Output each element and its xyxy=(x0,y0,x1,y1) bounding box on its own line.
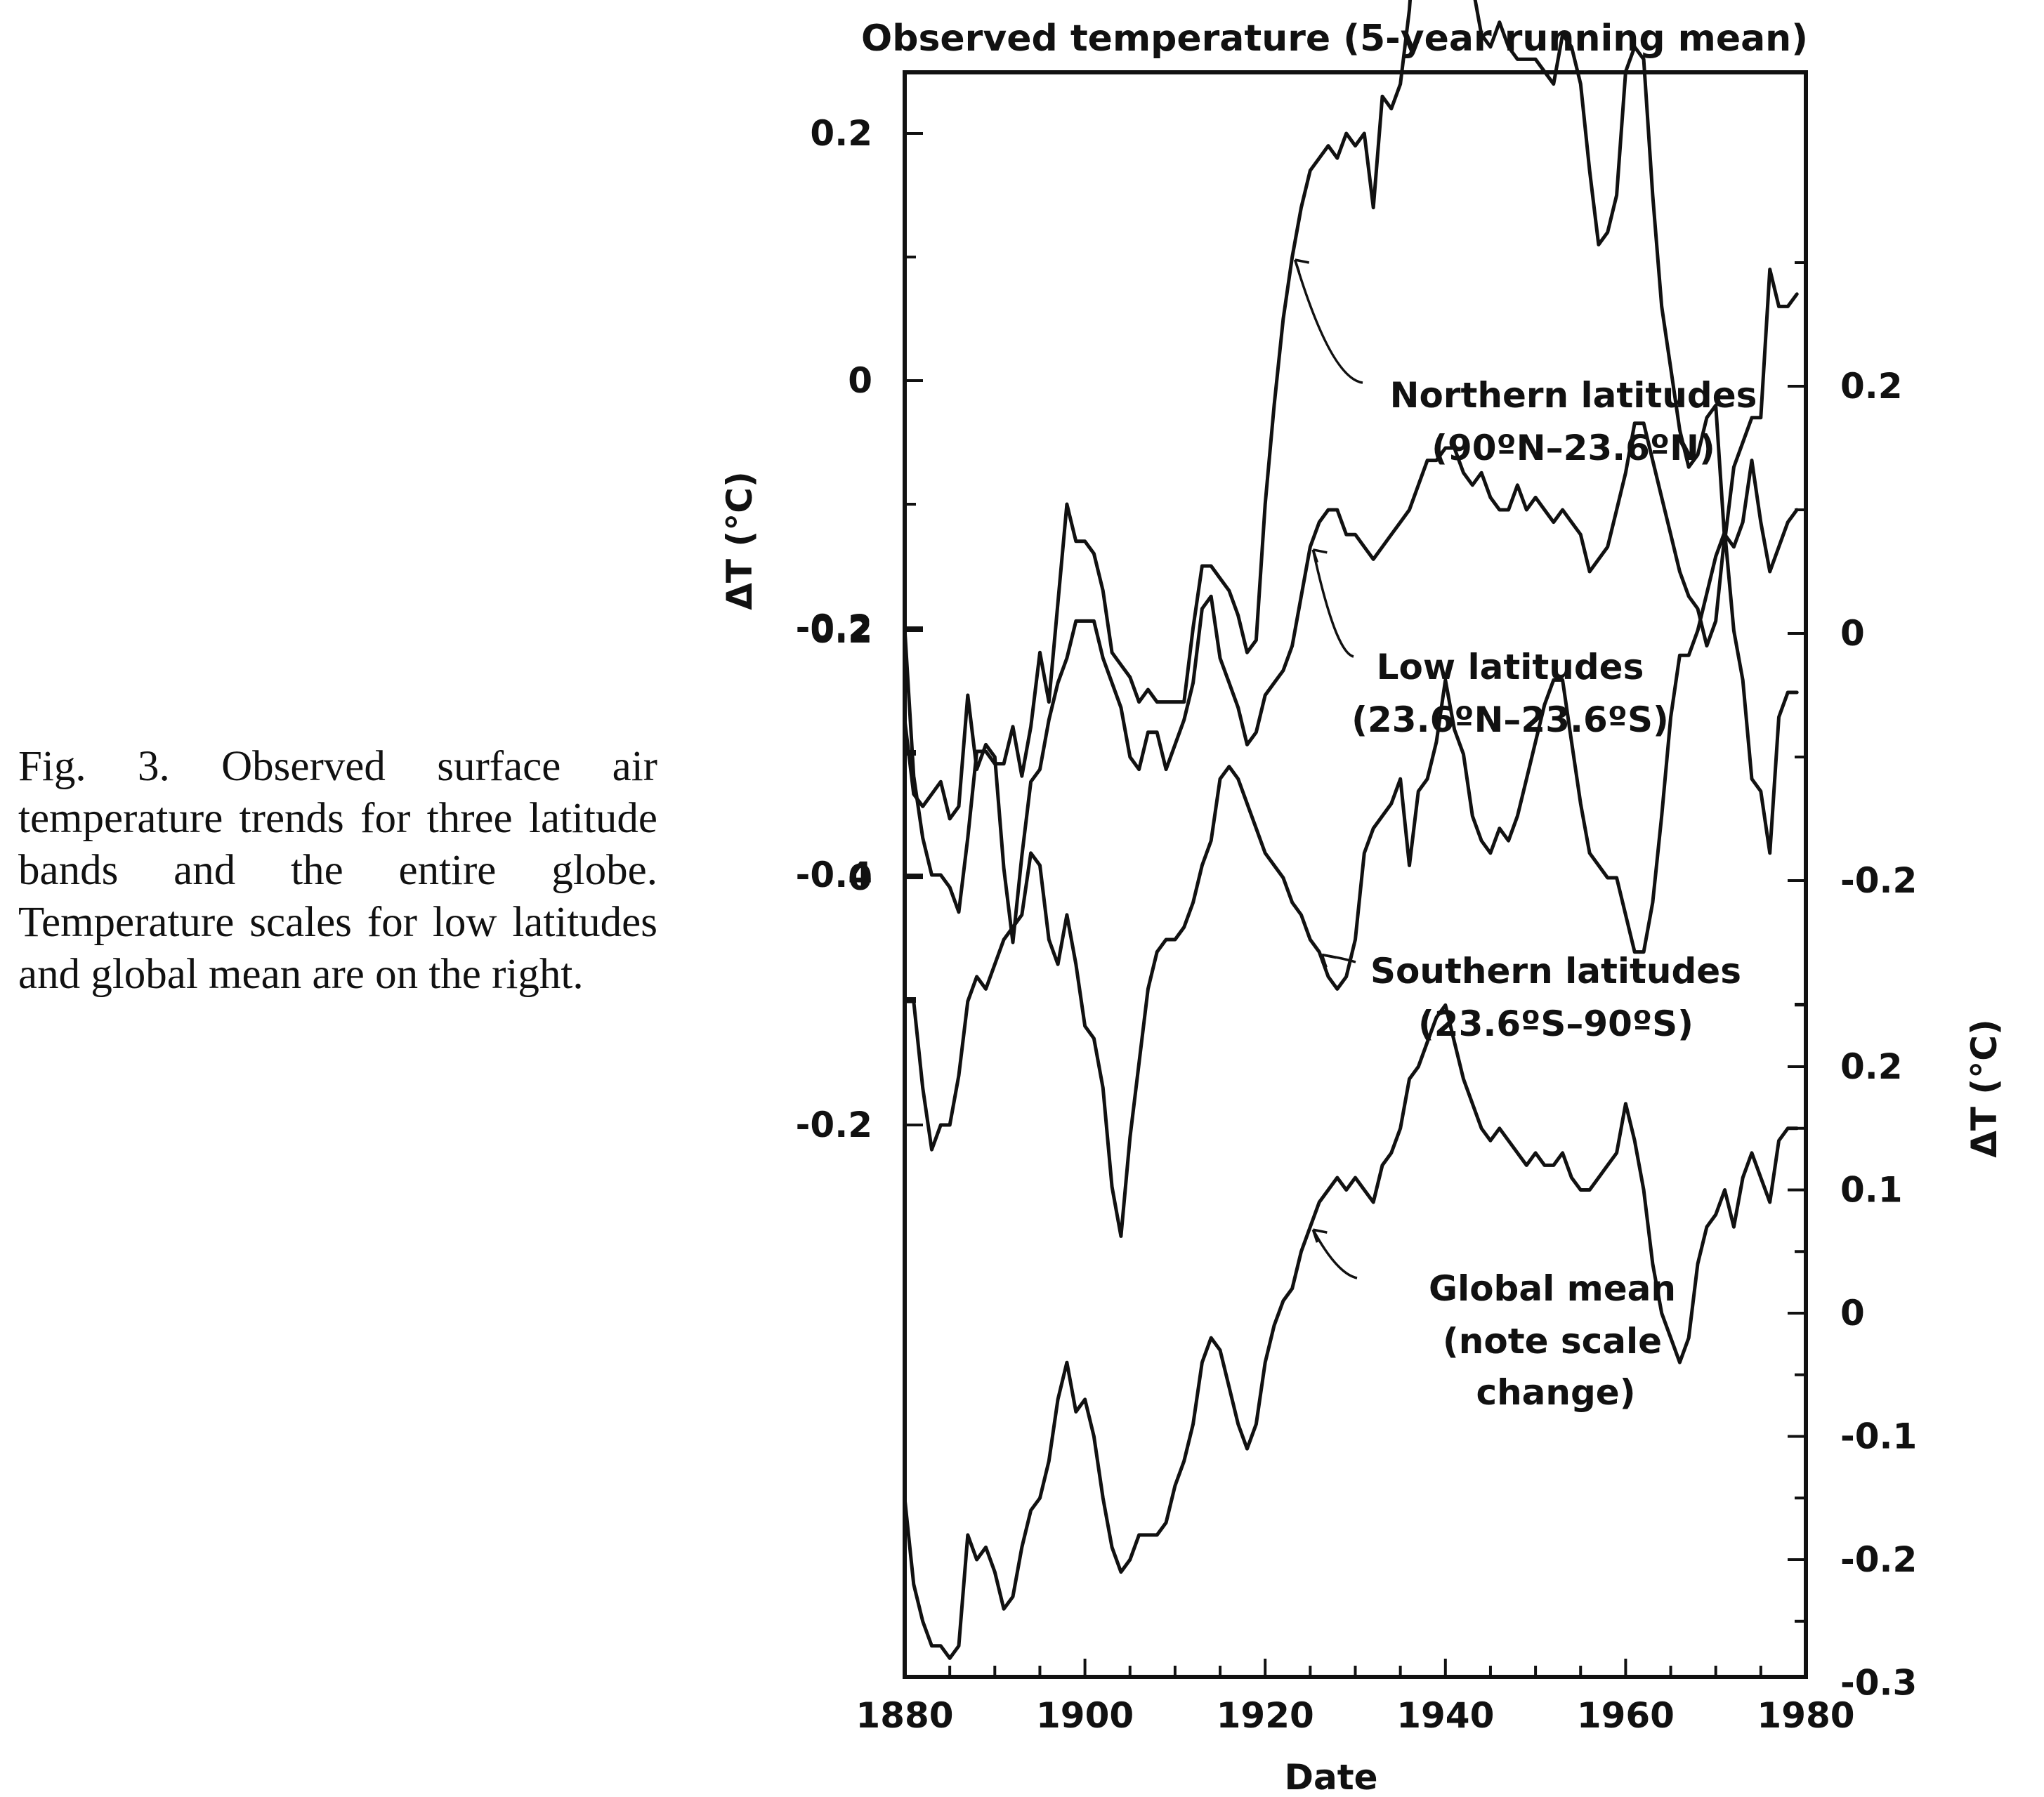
left-y-tick-label: -0.2 xyxy=(796,1105,872,1145)
right-y-tick-label: 0.2 xyxy=(1840,1046,1903,1087)
annotation-arrow xyxy=(1311,1229,1358,1279)
series-sublabel: (note scale xyxy=(1443,1321,1662,1362)
x-tick-label: 1880 xyxy=(856,1695,953,1736)
series-sublabel: (23.6ºN–23.6ºS) xyxy=(1351,699,1669,740)
right-y-tick-label: -0.1 xyxy=(1840,1416,1917,1457)
series-lines xyxy=(903,0,1799,1660)
series-line-low-latitudes xyxy=(903,421,1799,944)
x-tick-label: 1920 xyxy=(1217,1695,1314,1736)
series-label: Northern latitudes xyxy=(1390,375,1757,416)
series-line-global-mean xyxy=(903,1003,1799,1660)
left-y-tick-label: 0.2 xyxy=(810,610,872,651)
x-tick-label: 1900 xyxy=(1036,1695,1134,1736)
series-sublabel: (90ºN–23.6ºN) xyxy=(1432,428,1715,468)
annotation-arrowhead xyxy=(1321,953,1337,968)
series-label: Global mean xyxy=(1429,1268,1676,1309)
series-sublabel-cont: change) xyxy=(1476,1372,1635,1413)
annotation-arrow xyxy=(1294,259,1363,384)
series-label: Low latitudes xyxy=(1377,647,1644,687)
annotation-arrowhead xyxy=(1311,1228,1328,1243)
x-tick-label: 1980 xyxy=(1757,1695,1854,1736)
right-y-axis-label: ΔT (°C) xyxy=(1964,1019,2005,1158)
left-y-tick-label: 0 xyxy=(848,857,872,898)
right-y-tick-label: -0.3 xyxy=(1840,1663,1917,1704)
left-y-axis-label: ΔT (°C) xyxy=(719,471,760,610)
annotation-arrow xyxy=(1311,549,1354,658)
left-y-tick-label: -0.2 xyxy=(796,607,872,648)
right-y-tick-label: -0.2 xyxy=(1840,860,1917,901)
axis-tick-labels: 1880190019201940196019800.40.20-0.2-0.40… xyxy=(796,113,1918,1736)
right-y-tick-label: 0.1 xyxy=(1840,1170,1903,1211)
x-tick-label: 1940 xyxy=(1396,1695,1494,1736)
x-axis-label: Date xyxy=(1284,1757,1377,1797)
annotation-arrowhead xyxy=(1294,258,1310,273)
figure-caption: Fig. 3. Observed surface air temperature… xyxy=(18,743,657,998)
annotation-arrowhead xyxy=(1311,548,1328,563)
left-y-tick-label: -0.4 xyxy=(796,855,872,895)
series-line-northern-latitudes xyxy=(903,0,1799,914)
right-y-tick-label: 0 xyxy=(1840,613,1865,654)
x-tick-label: 1960 xyxy=(1577,1695,1675,1736)
left-y-tick-label: 0 xyxy=(848,360,872,401)
series-annotations: Northern latitudes (90ºN–23.6ºN) Low latit… xyxy=(1294,258,1757,1413)
right-y-tick-label: 0 xyxy=(1840,1293,1865,1334)
series-line-southern-latitudes xyxy=(903,529,1799,1238)
series-sublabel: (23.6ºS–90ºS) xyxy=(1418,1003,1693,1044)
chart-title: Observed temperature (5-year running mea… xyxy=(861,18,1808,60)
series-label: Southern latitudes xyxy=(1370,951,1741,992)
right-y-tick-label: -0.2 xyxy=(1840,1539,1917,1580)
left-y-tick-label: 0.2 xyxy=(810,113,872,154)
right-y-tick-label: 0.2 xyxy=(1840,366,1903,407)
